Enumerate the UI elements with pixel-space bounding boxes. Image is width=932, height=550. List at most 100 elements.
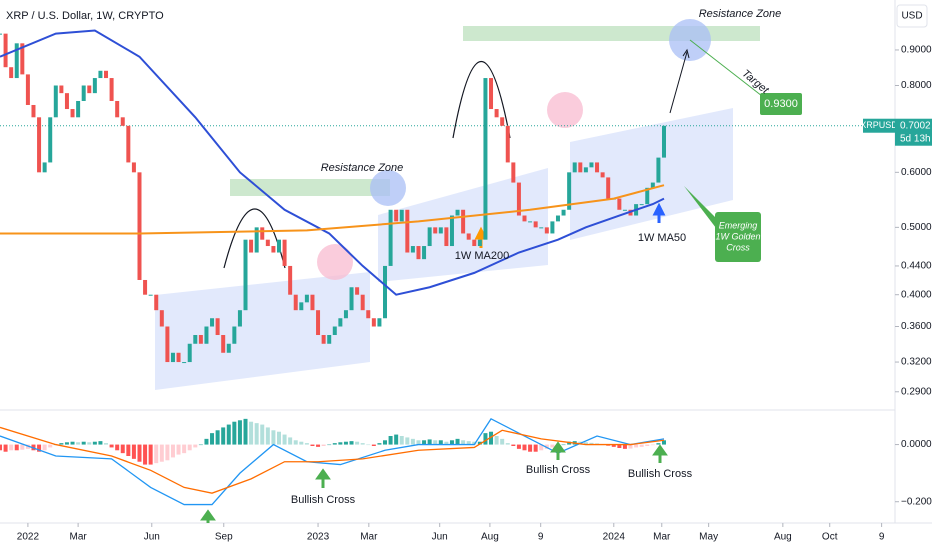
candle <box>210 318 215 327</box>
highlight-circle <box>370 170 406 206</box>
histogram-bar <box>343 441 348 445</box>
candle <box>76 100 81 118</box>
target-label: 0.9300 <box>764 98 798 110</box>
symbol: XRPUSD <box>860 120 898 130</box>
candle <box>449 215 454 247</box>
x-tick-label: Jun <box>432 532 448 543</box>
candle <box>500 117 505 126</box>
candle <box>64 93 69 110</box>
histogram-bar <box>416 440 421 445</box>
histogram-bar <box>282 434 287 445</box>
annotation: 1W Golden <box>715 231 760 241</box>
candle <box>360 294 365 311</box>
histogram-bar <box>64 442 69 445</box>
histogram-bar <box>505 443 510 445</box>
histogram-bar <box>422 440 427 445</box>
candle <box>48 117 53 163</box>
candle <box>583 167 588 173</box>
histogram-bar <box>288 437 293 445</box>
arrow <box>652 444 668 463</box>
candle <box>115 100 120 118</box>
candle <box>193 335 198 344</box>
candle <box>148 294 153 296</box>
candle <box>550 221 555 234</box>
histogram-bar <box>243 418 248 445</box>
histogram-bar <box>254 423 259 445</box>
histogram-bar <box>120 444 125 454</box>
candle <box>271 246 276 253</box>
histogram-bar <box>427 439 432 445</box>
histogram-bar <box>522 444 527 451</box>
histogram-bar <box>76 442 81 445</box>
candle <box>656 157 661 183</box>
candle <box>92 78 97 94</box>
histogram-bar <box>131 444 136 459</box>
candle <box>606 177 611 199</box>
histogram-bar <box>276 431 281 445</box>
candle <box>366 310 371 319</box>
histogram-bar <box>589 442 594 445</box>
candle <box>555 215 560 222</box>
labels: XRP / U.S. Dollar, 1W, CRYPTO USD Resist… <box>6 4 932 543</box>
histogram-bar <box>204 438 209 445</box>
x-tick-label: May <box>699 532 718 543</box>
histogram-bar <box>444 441 449 445</box>
histogram-bar <box>271 430 276 445</box>
x-tick-label: Jun <box>144 532 160 543</box>
candle <box>53 85 58 118</box>
candle <box>176 352 181 363</box>
histogram-bar <box>299 441 304 445</box>
candle <box>260 227 265 240</box>
histogram-bar <box>433 440 438 445</box>
candle <box>304 294 309 303</box>
histogram-bar <box>500 438 505 445</box>
candle <box>265 239 270 247</box>
x-tick-label: Sep <box>215 532 233 543</box>
candle <box>494 109 499 118</box>
candle <box>159 310 164 327</box>
histogram-bar <box>634 444 639 448</box>
candle <box>533 221 538 228</box>
histogram-bar <box>187 444 192 451</box>
x-tick-label: 9 <box>879 532 885 543</box>
x-tick-label: Aug <box>481 532 499 543</box>
candle <box>645 187 650 205</box>
candle <box>461 209 466 234</box>
candle <box>276 239 281 253</box>
candle <box>131 162 136 173</box>
candle <box>3 33 8 68</box>
histogram-bar <box>154 444 159 464</box>
channel <box>155 272 370 390</box>
histogram-bar <box>143 444 148 465</box>
histogram-bar <box>59 443 64 445</box>
y-tick-label: 0.0000 <box>901 439 932 450</box>
x-tick-label: Mar <box>653 532 671 543</box>
candle <box>399 209 404 222</box>
histogram-bar <box>438 440 443 445</box>
histogram-bar <box>338 442 343 445</box>
candle <box>522 215 527 222</box>
histogram-bar <box>215 430 220 445</box>
histogram-bar <box>366 444 371 446</box>
annotation: Bullish Cross <box>526 464 591 476</box>
arc <box>452 60 511 139</box>
histogram-bar <box>321 444 326 446</box>
candle <box>120 117 125 126</box>
histogram-bar <box>472 441 477 445</box>
histogram-bar <box>115 444 120 451</box>
marks <box>0 29 899 527</box>
y-tick-label: 0.9000 <box>901 45 932 56</box>
candle <box>204 326 209 344</box>
y-tick-label: 0.4000 <box>901 289 932 300</box>
histogram-bar <box>9 444 14 451</box>
y-tick-label: 0.8000 <box>901 80 932 91</box>
histogram-bar <box>611 444 616 447</box>
histogram-bar <box>550 444 555 448</box>
histogram-bar <box>650 444 655 446</box>
candle <box>539 227 544 229</box>
x-tick-label: Mar <box>70 532 88 543</box>
histogram-bar <box>70 441 75 445</box>
candle <box>170 352 175 363</box>
candle <box>332 326 337 336</box>
x-tick-label: Aug <box>774 532 792 543</box>
